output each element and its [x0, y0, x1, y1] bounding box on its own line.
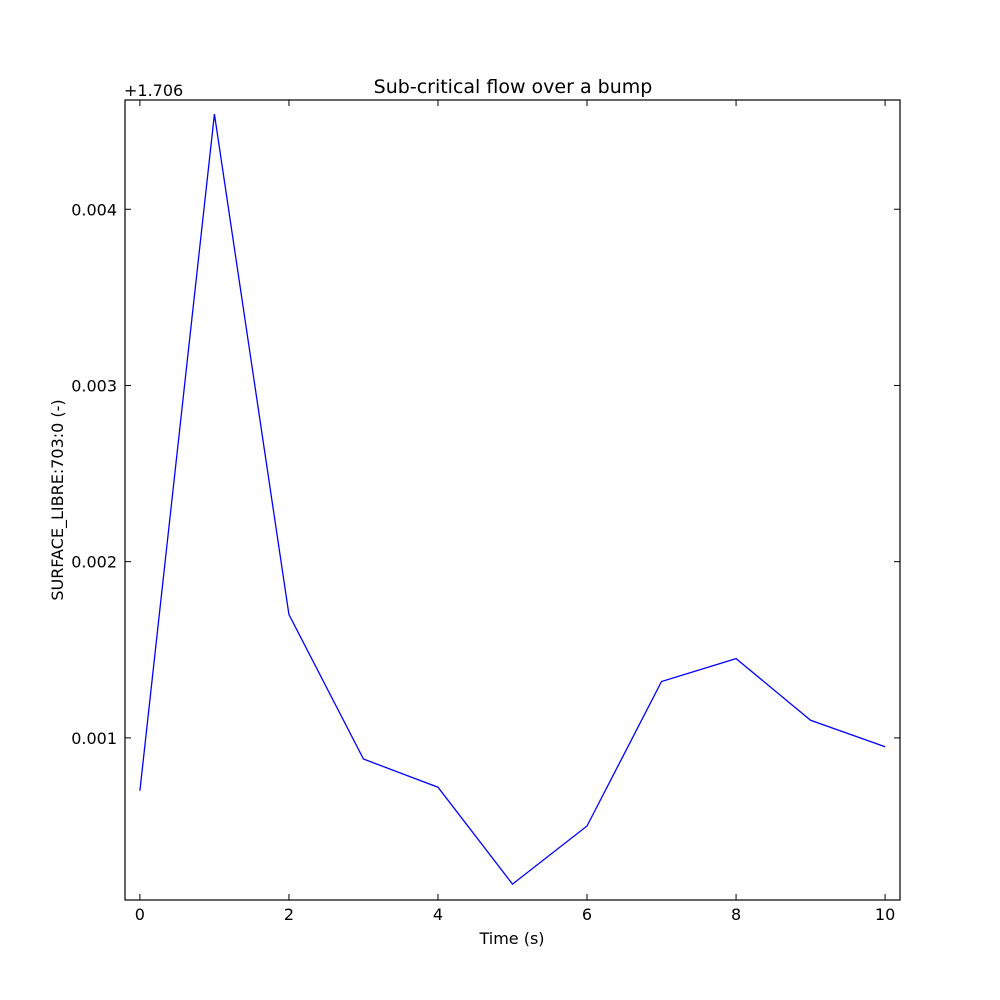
plot-area [139, 114, 886, 886]
x-tick-label: 0 [135, 905, 145, 924]
x-tick-label: 4 [433, 905, 443, 924]
y-tick-label: 0.003 [71, 376, 117, 395]
x-tick-label: 10 [875, 905, 895, 924]
x-tick-label: 2 [284, 905, 294, 924]
y-tick-label: 0.002 [71, 553, 117, 572]
x-tick-label: 6 [582, 905, 592, 924]
x-axis: 0 2 4 6 8 10 [135, 100, 895, 924]
y-axis-label: SURFACE_LIBRE:703:0 (-) [48, 399, 68, 600]
plot-frame [124, 99, 901, 901]
y-tick-label: 0.004 [71, 200, 117, 219]
series-line [139, 114, 886, 886]
x-axis-label: Time (s) [478, 929, 544, 948]
y-tick-label: 0.001 [71, 729, 117, 748]
chart-title: Sub-critical flow over a bump [374, 76, 653, 98]
x-tick-label: 8 [731, 905, 741, 924]
y-offset-label: +1.706 [124, 81, 183, 100]
y-axis: 0.001 0.002 0.003 0.004 [71, 200, 900, 748]
